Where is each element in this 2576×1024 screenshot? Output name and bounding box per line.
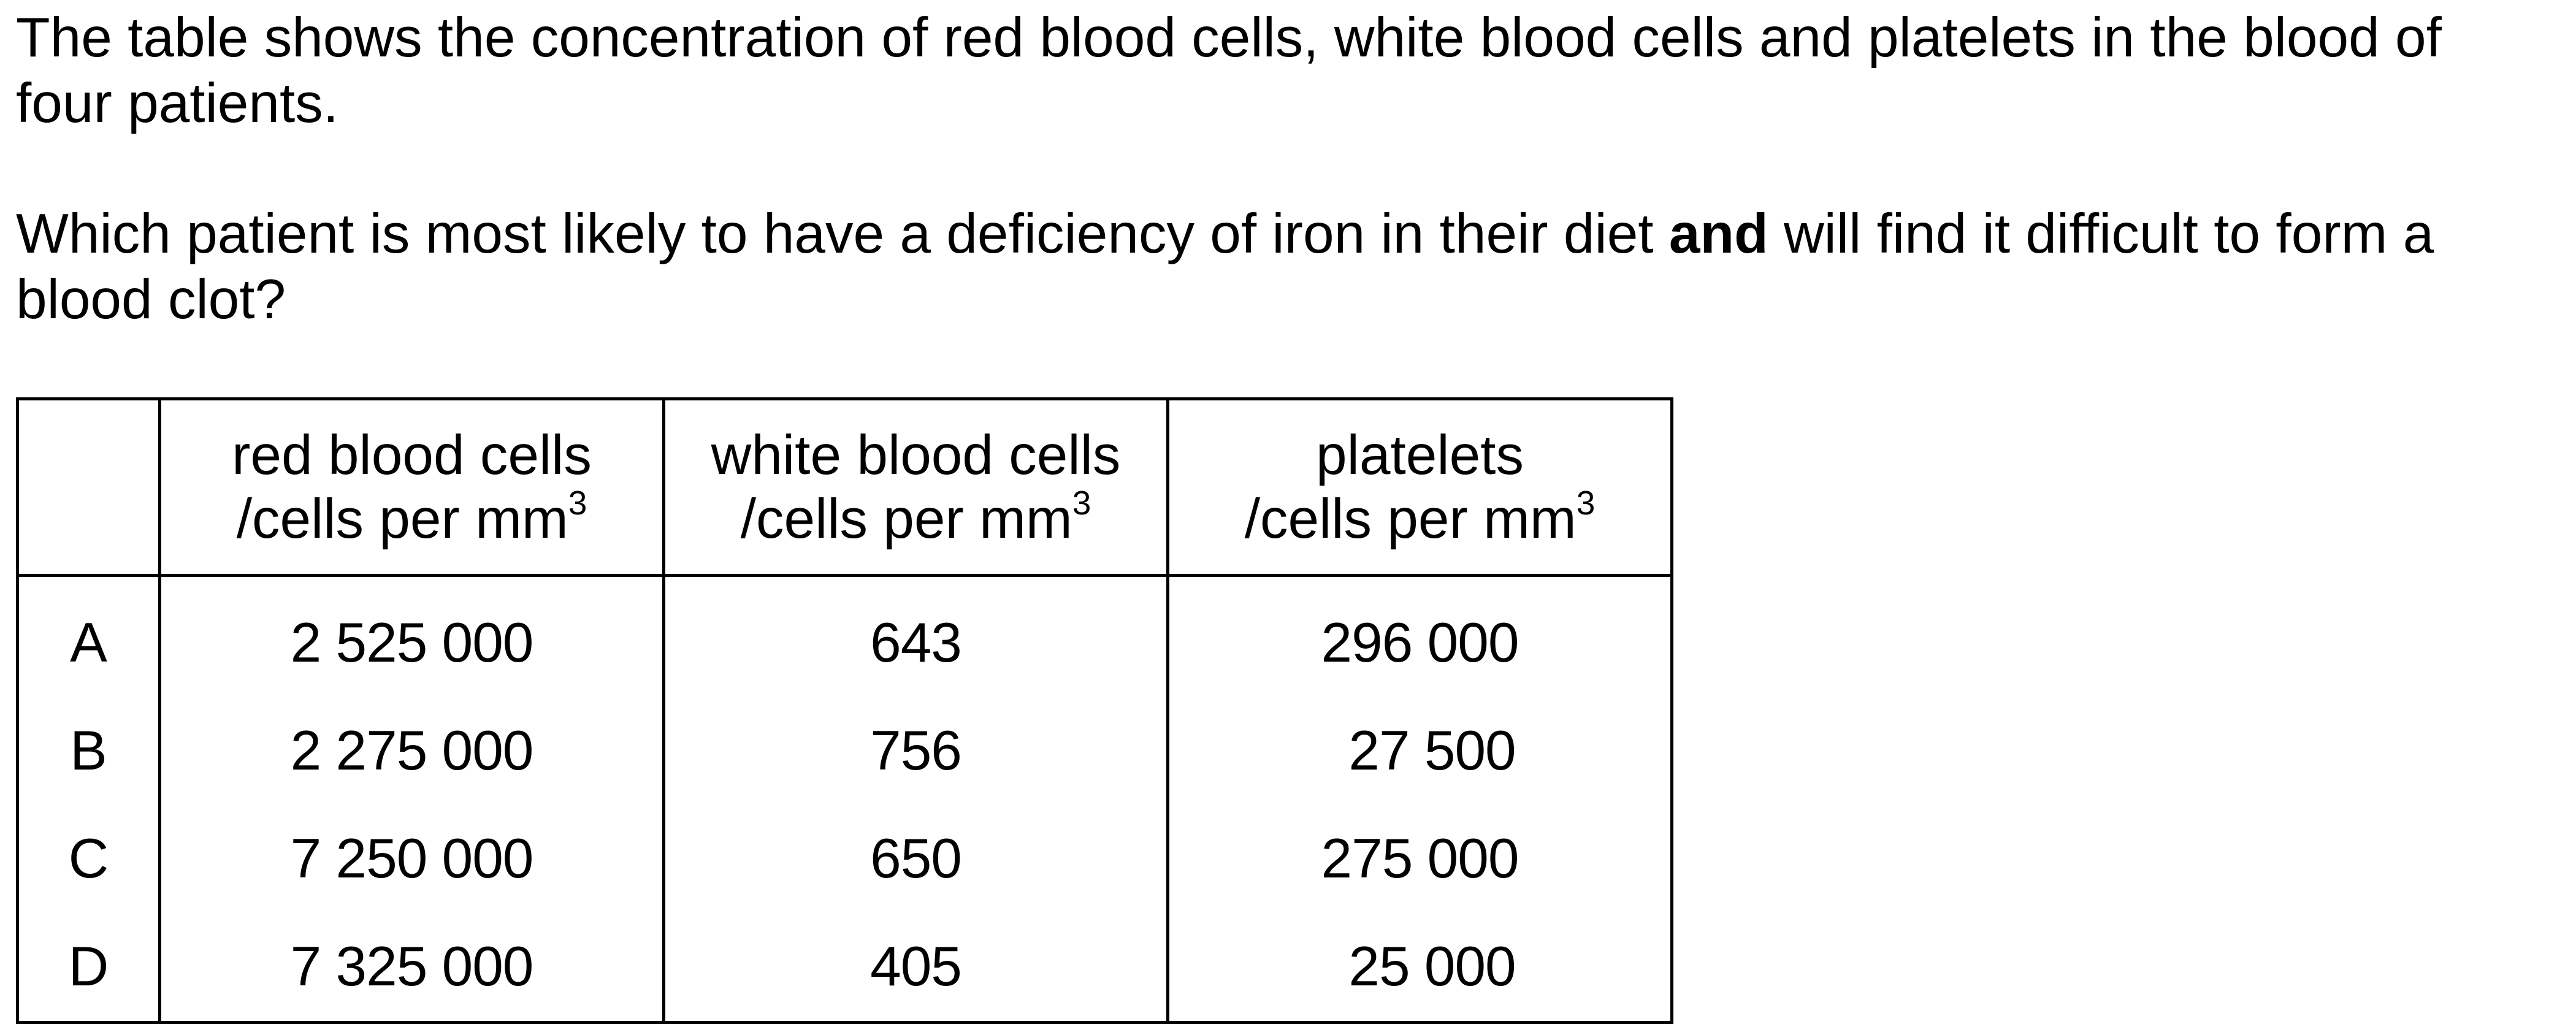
- header-platelets: platelets /cells per mm3: [1166, 399, 1673, 577]
- header-red-line2: /cells per mm: [236, 487, 568, 550]
- header-red-line1: red blood cells: [232, 424, 592, 486]
- question-ask: Which patient is most likely to have a d…: [16, 201, 2530, 332]
- header-red-blood-cells: red blood cells /cells per mm3: [158, 399, 665, 577]
- row-label: A: [16, 575, 161, 697]
- header-white-line1: white blood cells: [711, 424, 1121, 486]
- header-platelets-sup: 3: [1576, 483, 1596, 522]
- table-row: A 2 525 000 643 296 000: [16, 575, 1673, 697]
- header-white-line2: /cells per mm: [740, 487, 1072, 550]
- platelet-value: 25 000: [1166, 913, 1673, 1023]
- platelet-value: 296 000: [1166, 575, 1673, 697]
- red-cell-value: 2 275 000: [158, 697, 665, 805]
- white-cell-value: 650: [662, 805, 1169, 913]
- platelet-value: 275 000: [1166, 805, 1673, 913]
- platelet-value: 27 500: [1166, 697, 1673, 805]
- table-row: C 7 250 000 650 275 000: [16, 805, 1673, 913]
- header-red-sup: 3: [568, 483, 587, 522]
- white-cell-value: 643: [662, 575, 1169, 697]
- header-platelets-unit: /cells per mm3: [1169, 483, 1670, 551]
- header-red-unit: /cells per mm3: [161, 483, 662, 551]
- table-row: B 2 275 000 756 27 500: [16, 697, 1673, 805]
- row-label: C: [16, 805, 161, 913]
- header-platelets-line2: /cells per mm: [1244, 487, 1577, 550]
- question-text: The table shows the concentration of red…: [16, 5, 2530, 332]
- header-white-sup: 3: [1072, 483, 1091, 522]
- red-cell-value: 7 325 000: [158, 913, 665, 1023]
- row-label: D: [16, 913, 161, 1023]
- table-row: D 7 325 000 405 25 000: [16, 913, 1673, 1023]
- red-cell-value: 2 525 000: [158, 575, 665, 697]
- question-ask-before: Which patient is most likely to have a d…: [16, 203, 1669, 265]
- header-white-blood-cells: white blood cells /cells per mm3: [662, 399, 1169, 577]
- header-platelets-line1: platelets: [1316, 424, 1524, 486]
- red-cell-value: 7 250 000: [158, 805, 665, 913]
- white-cell-value: 405: [662, 913, 1169, 1023]
- question-ask-after: will find it difficult to form a blood c…: [16, 203, 2434, 331]
- blood-cell-table: red blood cells /cells per mm3 white blo…: [16, 397, 1673, 1024]
- question-ask-bold: and: [1668, 203, 1768, 265]
- table-header-row: red blood cells /cells per mm3 white blo…: [16, 399, 1673, 577]
- header-white-unit: /cells per mm3: [665, 483, 1166, 551]
- header-empty-cell: [16, 399, 161, 577]
- row-label: B: [16, 697, 161, 805]
- question-stem: The table shows the concentration of red…: [16, 7, 2442, 134]
- white-cell-value: 756: [662, 697, 1169, 805]
